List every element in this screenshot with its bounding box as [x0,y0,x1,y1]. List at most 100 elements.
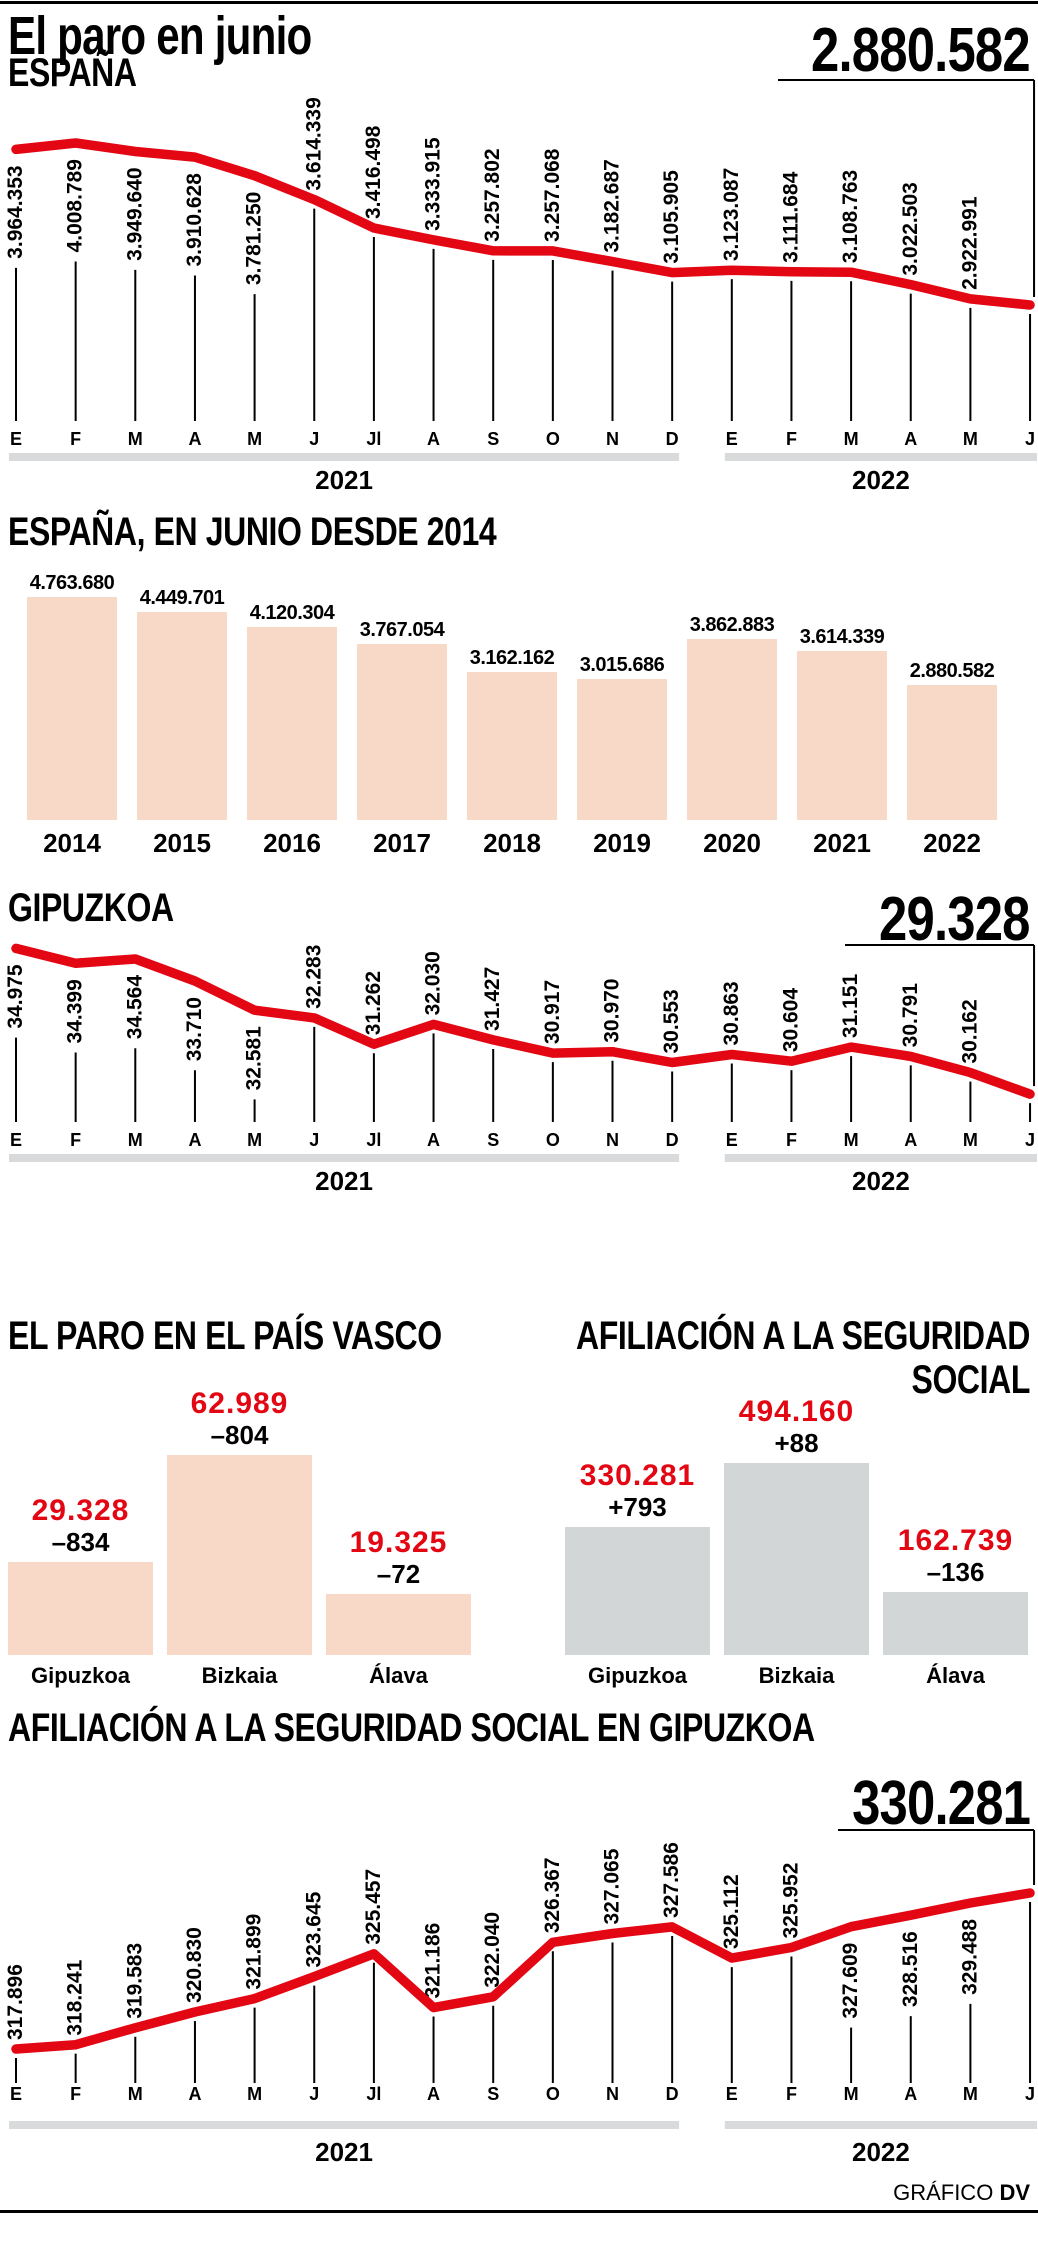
month-label: E [10,1130,22,1150]
value-label: 322.040 [481,1912,504,1988]
month-label: E [10,429,22,449]
year-label: 2022 [852,465,910,495]
espana-highlight-value: 2.880.582 [811,16,1031,85]
value-label: 30.604 [779,988,802,1053]
month-label: M [844,429,859,449]
year-bar [724,453,1038,461]
year-bar [9,453,680,461]
trio-bar [883,1591,1028,1655]
value-label: 3.257.802 [481,148,504,241]
month-label: M [128,429,143,449]
month-label: J [1025,2084,1035,2104]
value-label: 30.917 [541,980,564,1044]
value-label: 3.910.628 [183,173,206,267]
month-label: E [726,2084,738,2104]
section-title-afiliacion-gipuzkoa: AFILIACIÓN A LA SEGURIDAD SOCIAL EN GIPU… [8,1706,815,1750]
value-label: 30.863 [720,981,743,1045]
month-label: M [844,2084,859,2104]
trio-value: 19.325 [349,1525,448,1559]
value-label: 3.949.640 [123,167,146,260]
value-label: 319.583 [123,1943,146,2019]
month-label: S [487,1130,499,1150]
bar-year-label: 2020 [703,828,761,858]
month-label: F [70,429,81,449]
year-label: 2022 [852,1166,910,1196]
value-label: 321.186 [422,1923,445,1999]
page-title: El paro en junio [8,6,312,66]
month-label: A [427,429,440,449]
value-label: 3.781.250 [243,192,266,285]
bar [357,643,447,820]
value-label: 3.182.687 [601,159,624,252]
trio-delta: +793 [608,1491,667,1522]
value-label: 325.112 [720,1874,743,1949]
value-label: 30.791 [899,983,922,1048]
value-label: 329.488 [958,1919,981,1995]
trio-delta: –136 [926,1556,985,1587]
trio-value: 62.989 [190,1387,289,1420]
trio-category: Álava [369,1663,428,1688]
value-label: 3.257.068 [541,148,564,242]
year-bar [724,1154,1038,1162]
month-label: S [487,2084,499,2104]
month-label: D [666,1130,679,1150]
month-label: S [487,429,499,449]
month-label: A [427,1130,440,1150]
year-label: 2022 [852,2137,910,2167]
trio-value: 162.739 [897,1523,1014,1557]
bar [467,672,557,820]
trio-delta: –804 [210,1420,269,1450]
bar [27,597,117,820]
month-label: F [786,1130,797,1150]
month-label: F [786,429,797,449]
value-label: 30.553 [660,989,683,1053]
espana-monthly-chart: 3.964.353 4.008.789 3.949.640 3.910.628 3.78… [4,79,1038,495]
bar-value-label: 3.614.339 [799,625,885,648]
month-label: E [10,2084,22,2104]
bar-year-label: 2017 [373,828,431,858]
month-label: F [70,2084,81,2104]
bar-value-label: 3.162.162 [469,647,555,669]
value-label: 3.416.498 [362,125,385,219]
month-label: A [188,1130,201,1150]
gipuzkoa-highlight-value: 29.328 [879,885,1030,954]
bar [577,678,667,820]
value-label: 325.952 [779,1863,802,1939]
trio-category: Gipuzkoa [30,1663,130,1688]
value-label: 317.896 [4,1964,27,2040]
bar-value-label: 3.862.883 [689,614,775,637]
section-title-afiliacion: AFILIACIÓN A LA SEGURIDAD SOCIAL [576,1314,1030,1402]
bar-year-label: 2021 [813,828,871,858]
value-label: 31.262 [362,971,385,1035]
bar [687,639,777,820]
month-label: N [606,1130,619,1150]
month-label: E [726,1130,738,1150]
month-label: J [1025,429,1035,449]
month-label: O [546,1130,560,1150]
month-label: A [904,429,917,449]
red-line [11,943,1035,1099]
bar-year-label: 2015 [153,828,211,858]
month-label: J [309,429,319,449]
credit-brand: DV [999,2180,1030,2205]
bar-year-label: 2018 [483,828,541,858]
month-label: M [247,1130,262,1150]
value-label: 3.614.339 [302,97,325,190]
month-label: M [963,429,978,449]
month-label: N [606,2084,619,2104]
month-label: J [309,1130,319,1150]
month-label: M [128,1130,143,1150]
month-label: F [70,1130,81,1150]
trio-bar [326,1593,471,1655]
value-label: 321.899 [243,1914,266,1990]
section-title-espana: ESPAÑA [8,51,137,95]
top-rule [0,1,1038,4]
trio-category: Bizkaia [758,1663,835,1688]
trio-value: 494.160 [738,1395,855,1428]
trio-value: 330.281 [579,1458,696,1492]
afiliacion-gipuzkoa-highlight-value: 330.281 [851,1769,1031,1838]
bar-value-label: 2.880.582 [909,660,995,683]
value-label: 3.964.353 [4,165,27,258]
value-label: 2.922.991 [958,196,981,290]
